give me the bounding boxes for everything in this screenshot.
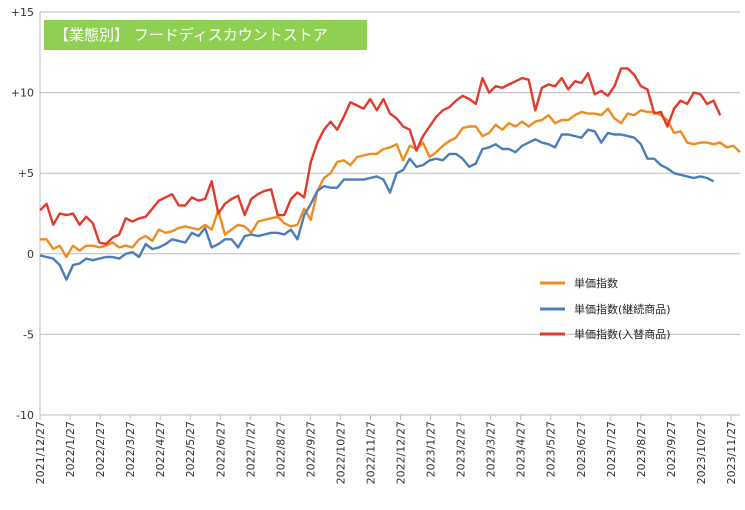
y-tick-label: -5 xyxy=(23,328,34,341)
series-line-0 xyxy=(40,107,741,259)
x-tick-label: 2022/2/27 xyxy=(94,421,107,477)
x-tick-label: 2023/4/27 xyxy=(515,421,528,477)
x-tick-label: 2023/3/27 xyxy=(485,421,498,477)
x-axis-ticks: 2021/12/27 2022/1/27 2022/2/27 2022/3/27 202… xyxy=(34,415,738,484)
x-tick-label: 2022/1/27 xyxy=(64,421,77,477)
y-tick-label: -10 xyxy=(16,409,34,422)
legend-label: 単価指数 xyxy=(574,276,618,290)
x-tick-label: 2023/9/27 xyxy=(665,421,678,477)
x-tick-label: 2023/8/27 xyxy=(635,421,648,477)
series-line-1 xyxy=(39,128,715,281)
x-tick-label: 2023/11/27 xyxy=(725,421,738,484)
legend-label: 単価指数(継続商品) xyxy=(574,302,671,316)
x-tick-label: 2021/12/27 xyxy=(34,421,47,484)
x-tick-label: 2023/2/27 xyxy=(455,421,468,477)
x-tick-label: 2022/5/27 xyxy=(184,421,197,477)
x-tick-label: 2022/6/27 xyxy=(214,421,227,477)
x-tick-label: 2022/9/27 xyxy=(304,421,317,477)
x-tick-label: 2023/10/27 xyxy=(695,421,708,484)
x-tick-label: 2022/7/27 xyxy=(244,421,257,477)
y-axis-ticks: +15 +10 +5 0 -5 -10 xyxy=(11,6,34,422)
x-tick-label: 2022/11/27 xyxy=(364,421,377,484)
chart-title: 【業態別】 フードディスカウントストア xyxy=(44,20,367,50)
y-tick-label: +5 xyxy=(18,167,34,180)
gridlines xyxy=(39,11,740,416)
x-tick-label: 2023/6/27 xyxy=(575,421,588,477)
x-tick-label: 2022/8/27 xyxy=(274,421,287,477)
x-tick-label: 2022/3/27 xyxy=(124,421,137,477)
x-tick-label: 2022/10/27 xyxy=(334,421,347,484)
x-tick-label: 2022/12/27 xyxy=(395,421,408,484)
x-tick-label: 2023/1/27 xyxy=(425,421,438,477)
series-lines xyxy=(39,67,741,281)
y-tick-label: 0 xyxy=(27,248,34,261)
series-line-2 xyxy=(39,67,722,246)
x-tick-label: 2022/4/27 xyxy=(154,421,167,477)
y-tick-label: +15 xyxy=(11,6,34,19)
x-tick-label: 2023/7/27 xyxy=(605,421,618,477)
y-tick-label: +10 xyxy=(11,87,34,100)
legend-label: 単価指数(入替商品) xyxy=(574,327,671,341)
x-tick-label: 2023/5/27 xyxy=(545,421,558,477)
